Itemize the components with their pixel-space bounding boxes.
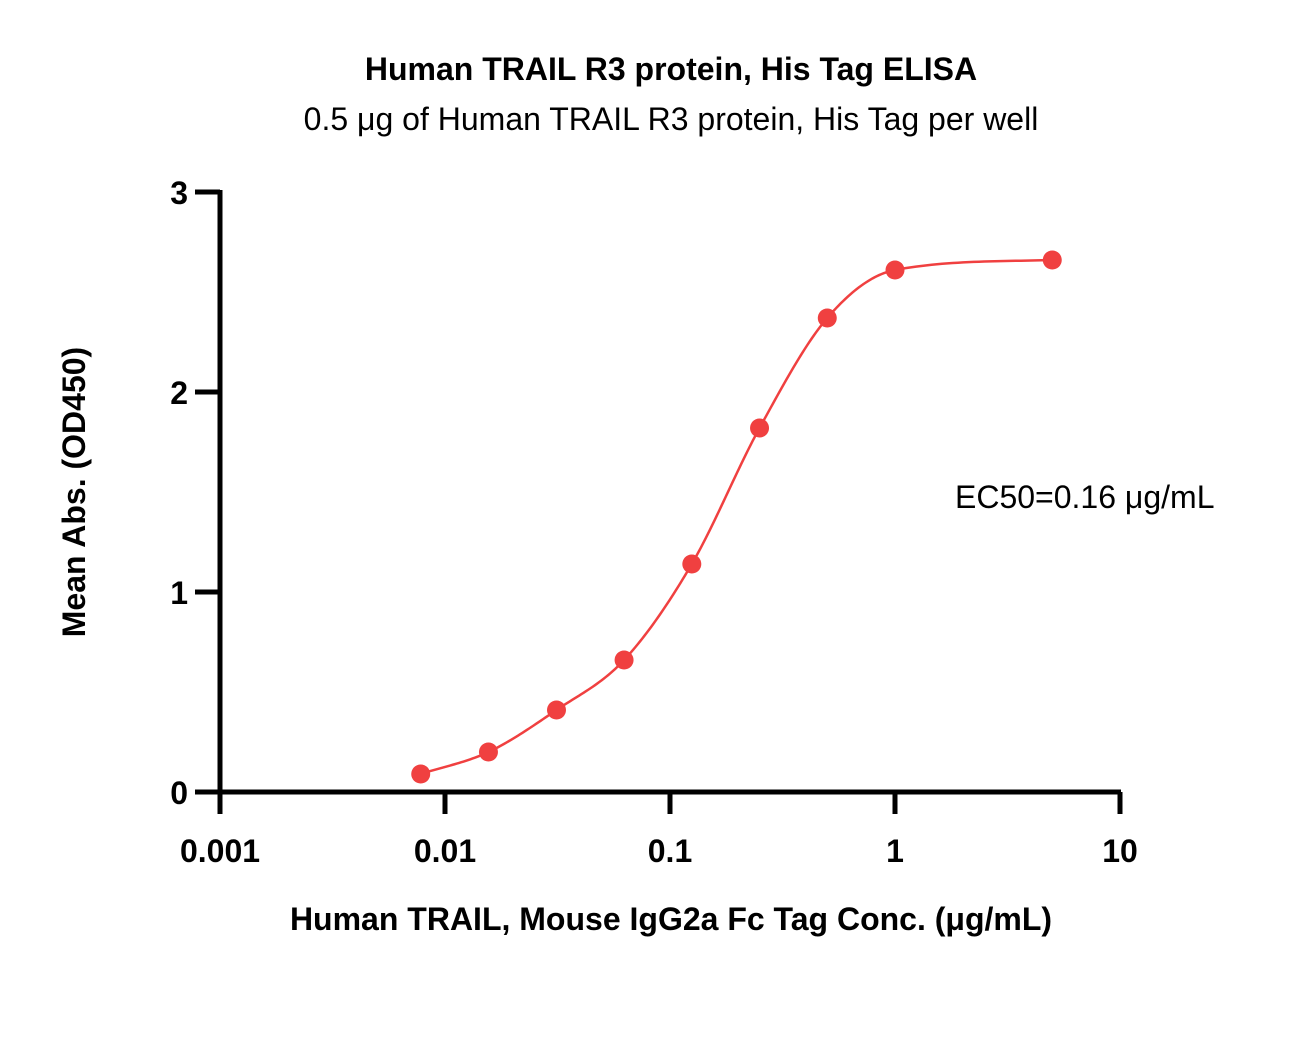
x-ticks: 0.001 0.01 0.1 1 10: [180, 792, 1138, 869]
chart-subtitle: 0.5 μg of Human TRAIL R3 protein, His Ta…: [304, 101, 1039, 137]
y-tick-label: 1: [170, 575, 188, 611]
data-points: [411, 250, 1062, 784]
x-tick-label: 1: [886, 833, 904, 869]
y-tick-label: 2: [170, 375, 188, 411]
y-ticks: 0 1 2 3: [170, 175, 220, 811]
x-tick-label: 0.001: [180, 833, 260, 869]
data-point: [750, 418, 770, 438]
data-point: [546, 700, 566, 720]
y-axis-label: Mean Abs. (OD450): [56, 347, 92, 637]
ec50-annotation: EC50=0.16 μg/mL: [955, 479, 1214, 515]
x-tick-label: 0.1: [648, 833, 692, 869]
fit-curve: [420, 258, 1053, 776]
data-point: [885, 260, 905, 280]
x-tick-label: 10: [1102, 833, 1138, 869]
chart-title: Human TRAIL R3 protein, His Tag ELISA: [365, 51, 977, 87]
x-axis-label: Human TRAIL, Mouse IgG2a Fc Tag Conc. (μ…: [290, 901, 1052, 937]
data-point: [478, 742, 498, 762]
data-point: [411, 764, 431, 784]
y-tick-label: 3: [170, 175, 188, 211]
data-point: [1042, 250, 1062, 270]
y-tick-label: 0: [170, 775, 188, 811]
data-point: [817, 308, 837, 328]
data-point: [682, 554, 702, 574]
x-tick-label: 0.01: [414, 833, 476, 869]
fit-curve-layer: [420, 258, 1053, 776]
data-point: [614, 650, 634, 670]
